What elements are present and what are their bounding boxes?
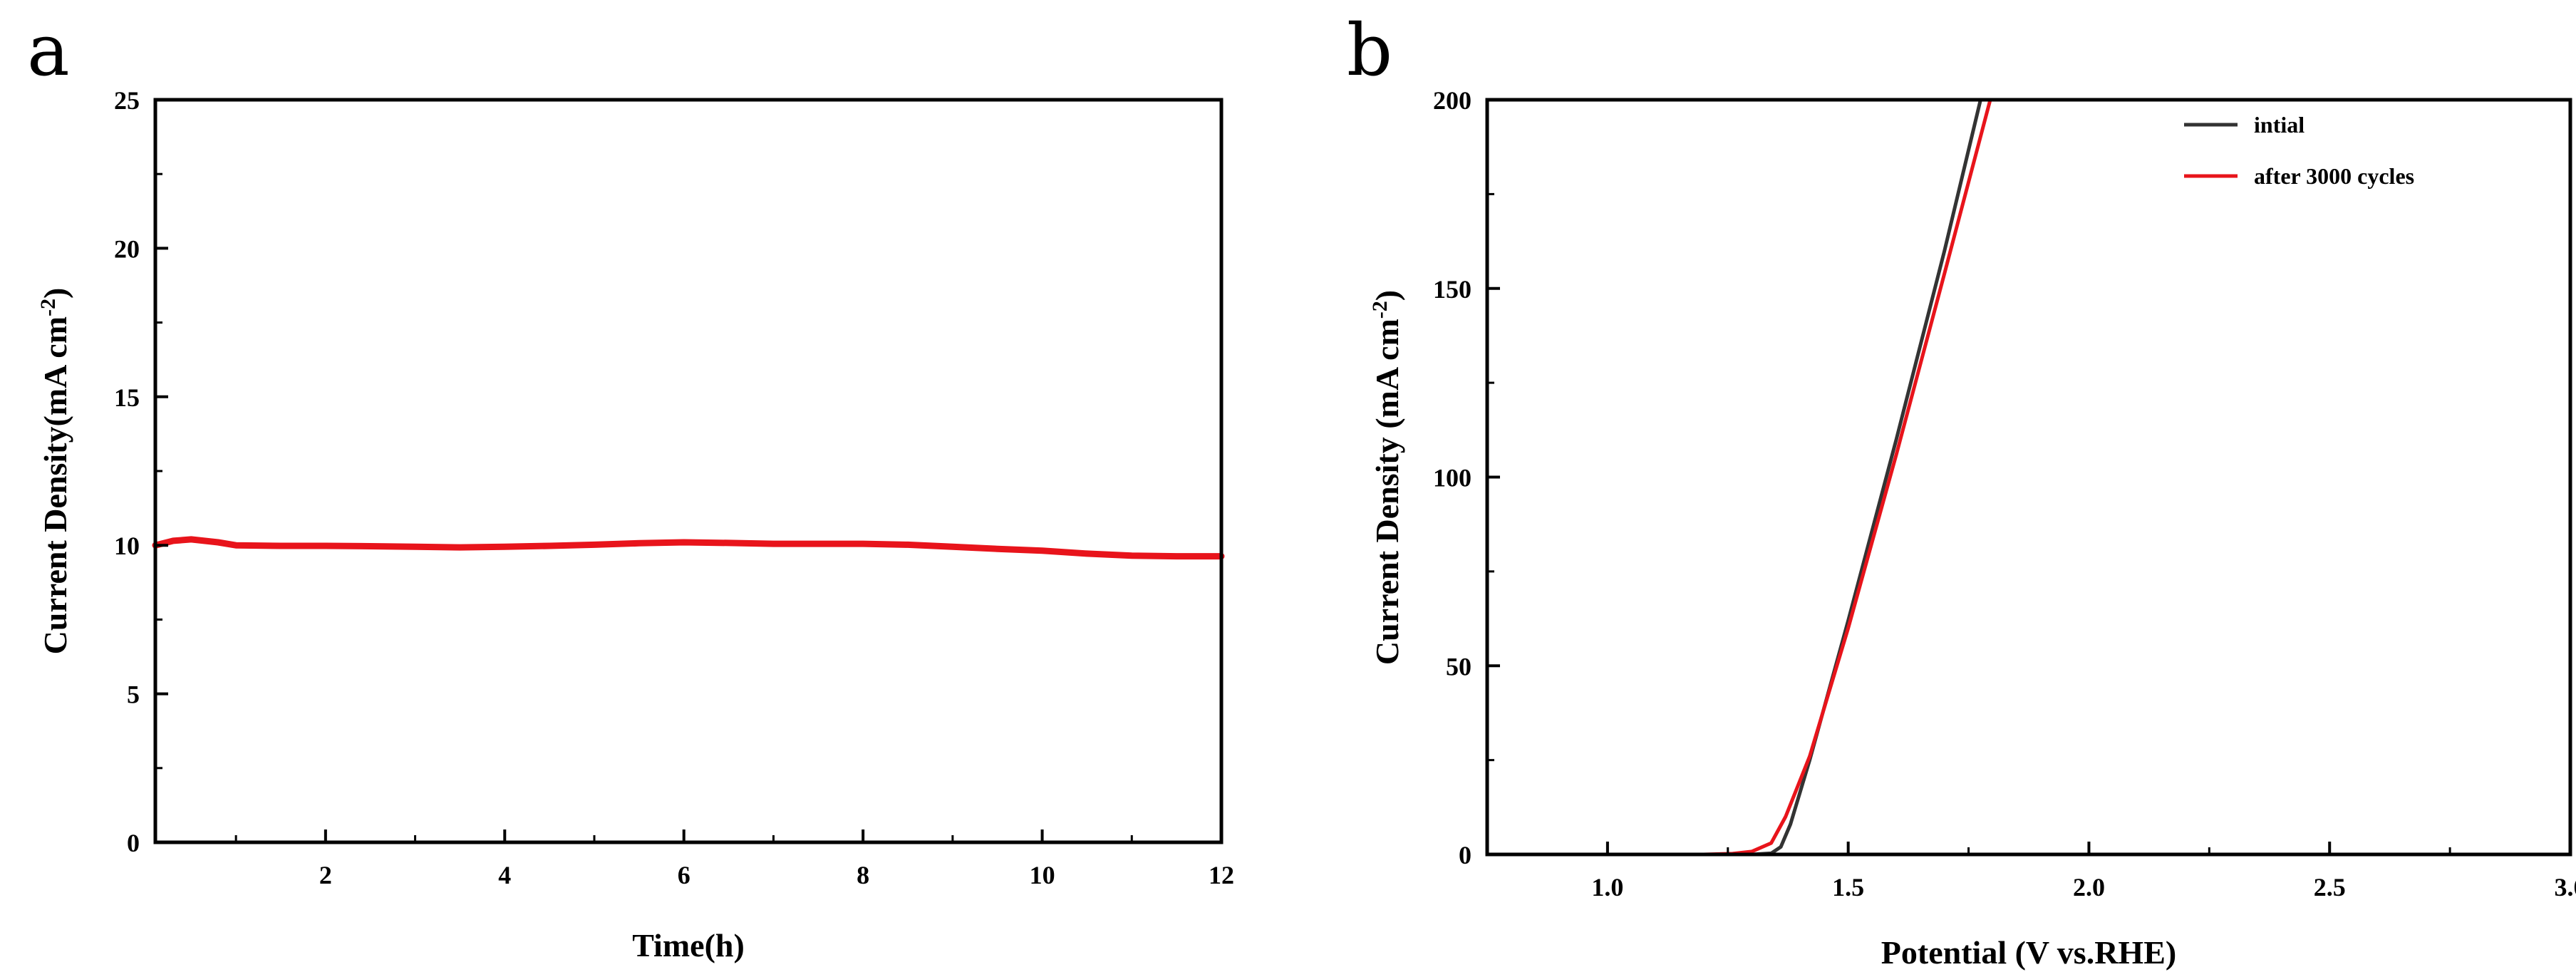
panel-a-y-tick-label: 20 (114, 234, 140, 263)
panel-a-x-tick-label: 8 (857, 861, 869, 889)
panel-b-y-tick-label: 200 (1433, 86, 1471, 115)
panel-a-y-axis-title: Current Density(mA cm-2) (36, 288, 73, 655)
panel-a-x-tick-label: 10 (1030, 861, 1055, 889)
panel-b-series-line-1 (1485, 98, 1982, 857)
panel-a-y-tick-label: 25 (114, 86, 140, 115)
legend-label-1: intial (2254, 112, 2305, 138)
panel-a-y-tick-label: 15 (114, 383, 140, 412)
panel-b-x-tick-label: 1.5 (1832, 873, 1864, 901)
panel-a-plot-frame (153, 98, 1224, 844)
panel-b-y-tick-label: 50 (1446, 652, 1471, 681)
panel-b-legend: intial after 3000 cycles (2184, 112, 2414, 189)
panel-b-x-tick-label: 2.5 (2314, 873, 2346, 901)
panel-a-series-line-1 (152, 536, 1225, 560)
panel-b-plot-frame (1485, 98, 2572, 857)
panel-b-y-tick-label: 150 (1433, 275, 1471, 304)
panel-b-series-line-2 (1485, 98, 1992, 857)
panel-b-y-axis-title: Current Density (mA cm-2) (1368, 290, 1405, 665)
panel-b-x-tick-label: 1.0 (1591, 873, 1623, 901)
panel-a-x-tick-label: 12 (1209, 861, 1234, 889)
panel-a-letter: a (27, 9, 70, 92)
panel-a-chart: a 2 4 6 8 10 12 0 5 10 15 20 25 Time(h) Current Den… (27, 9, 1234, 963)
legend-label-2: after 3000 cycles (2254, 163, 2414, 189)
panel-b-x-tick-label: 3.0 (2555, 873, 2576, 901)
panel-b-x-tick-label: 2.0 (2073, 873, 2105, 901)
panel-a-y-tick-label: 5 (127, 681, 140, 709)
panel-b-x-axis-title: Potential (V vs.RHE) (1881, 934, 2176, 971)
panel-b-chart: b 1.0 1.5 2.0 2.5 3.0 0 50 100 150 200 Potential … (1347, 9, 2576, 971)
panel-b-y-tick-label: 100 (1433, 464, 1471, 492)
panel-a-x-tick-label: 6 (678, 861, 690, 889)
panel-a-y-tick-label: 10 (114, 532, 140, 560)
panel-a-y-tick-label: 0 (127, 829, 140, 857)
panel-b-y-tick-label: 0 (1459, 841, 1471, 869)
panel-a-x-tick-label: 4 (498, 861, 511, 889)
panel-a-x-axis-title: Time(h) (632, 927, 745, 963)
panel-a-x-tick-label: 2 (319, 861, 332, 889)
panel-b-letter: b (1347, 9, 1392, 92)
